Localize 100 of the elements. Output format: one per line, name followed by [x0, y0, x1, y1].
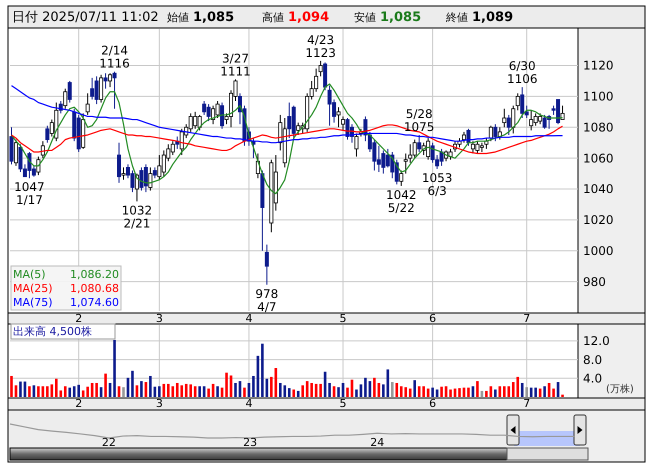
candlestick — [148, 166, 152, 192]
y-tick-label: 8.0 — [583, 352, 602, 367]
annotation: 978 4/7 — [255, 286, 278, 314]
candlestick — [63, 88, 68, 110]
bar — [19, 382, 22, 397]
bar — [378, 382, 380, 397]
bar — [296, 390, 300, 397]
bar — [72, 386, 76, 397]
y-tick-label: 12.0 — [583, 334, 610, 348]
bar — [512, 382, 515, 397]
bar — [104, 374, 107, 397]
bar — [319, 384, 322, 397]
candlestick — [502, 108, 506, 128]
annotation: 6/30 1106 — [506, 59, 538, 86]
bar — [207, 388, 210, 397]
x-tick-label: 2 — [75, 312, 82, 325]
x-tick-label: 4 — [245, 312, 252, 325]
bar — [301, 385, 304, 397]
bar — [180, 385, 184, 397]
candlestick — [506, 114, 511, 136]
bar — [90, 382, 94, 397]
bar — [332, 386, 336, 397]
bar — [149, 376, 152, 397]
bar — [194, 386, 196, 397]
candlestick — [323, 62, 328, 91]
bar — [59, 390, 62, 397]
candlestick — [112, 71, 117, 110]
bar — [476, 381, 479, 397]
y-axis-title: (万株) — [606, 383, 634, 395]
candlestick — [430, 142, 435, 164]
candlestick — [130, 170, 134, 193]
candlestick — [488, 125, 493, 142]
bar — [279, 382, 282, 397]
x-tick-label: 4 — [245, 397, 252, 410]
bar — [418, 386, 420, 397]
bar — [498, 386, 502, 397]
candlestick — [170, 140, 175, 156]
bar — [395, 382, 398, 397]
candlestick — [202, 100, 206, 116]
annotation: 3/27 1111 — [220, 51, 251, 78]
y-tick-label: 1000 — [583, 244, 614, 258]
bar — [140, 381, 143, 397]
y-tick-label: 1080 — [583, 120, 614, 134]
bar — [440, 386, 443, 397]
bar — [310, 382, 313, 397]
candlestick — [180, 128, 184, 156]
bar — [86, 386, 89, 397]
bar — [243, 388, 246, 397]
candlestick — [86, 92, 90, 116]
candlestick — [493, 124, 498, 142]
bar — [216, 386, 219, 397]
annotation: 1032 2/21 — [122, 203, 152, 230]
candlestick — [117, 142, 122, 184]
bar — [64, 386, 67, 397]
candlestick — [90, 77, 94, 100]
candlestick — [68, 80, 72, 104]
candlestick — [542, 114, 547, 130]
candlestick — [122, 166, 126, 180]
text: 高値 1,094 — [262, 10, 330, 25]
bar — [37, 386, 40, 397]
bar — [266, 378, 268, 397]
candlestick — [354, 132, 358, 158]
candlestick — [560, 105, 565, 120]
bar — [556, 382, 560, 397]
bar — [391, 382, 394, 397]
x-tick-label: 6 — [429, 397, 436, 410]
x-tick-label: 22 — [102, 436, 116, 449]
candlestick — [287, 102, 292, 139]
candlestick — [144, 164, 148, 193]
annotation: 4/23 1123 — [305, 32, 336, 60]
candlestick — [152, 166, 157, 179]
x-tick-label: 23 — [243, 436, 258, 449]
bar — [68, 388, 72, 397]
bar — [516, 376, 520, 397]
bar — [548, 382, 550, 397]
bar — [55, 378, 58, 397]
bar — [158, 386, 161, 397]
bar — [77, 384, 80, 397]
bar — [261, 344, 264, 397]
bar — [490, 386, 492, 397]
bar — [520, 382, 524, 397]
annotation: 1042 5/22 — [386, 188, 417, 215]
candlestick — [14, 139, 18, 166]
bar — [46, 386, 49, 397]
y-tick-label: 1020 — [583, 213, 614, 228]
candlestick — [220, 102, 224, 130]
candlestick — [108, 72, 112, 88]
candlestick — [408, 144, 412, 164]
bar — [122, 387, 125, 397]
bar — [50, 384, 54, 397]
y-tick-label: 980 — [583, 274, 606, 289]
bar — [328, 382, 331, 397]
bar — [386, 369, 390, 397]
candlestick — [529, 110, 534, 131]
bar — [189, 384, 192, 397]
bar — [176, 382, 179, 397]
bar — [136, 385, 138, 397]
bar — [538, 388, 542, 397]
bar — [118, 386, 120, 397]
bar — [283, 385, 286, 397]
